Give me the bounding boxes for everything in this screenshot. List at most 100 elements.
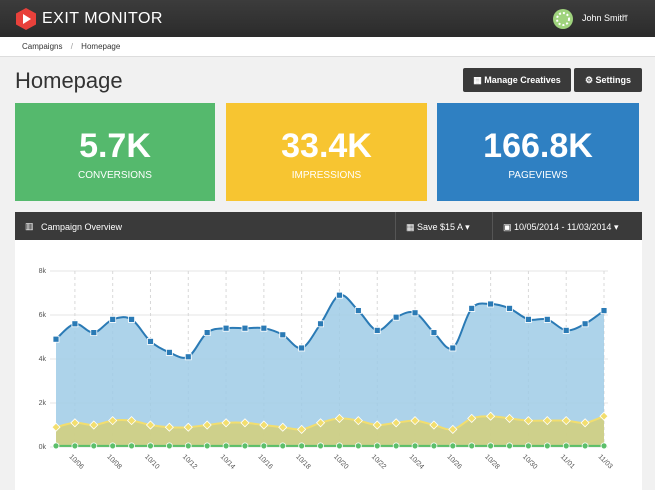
marker [353, 416, 363, 426]
marker [298, 442, 306, 450]
stat-label: PAGEVIEWS [508, 170, 568, 181]
panel-header: ▥ Campaign Overview ▦ Save $15 A ▾ ▣ 10/… [15, 212, 642, 240]
marker [109, 316, 117, 323]
stat-label: CONVERSIONS [78, 170, 152, 181]
marker [411, 309, 419, 317]
stat-value: 5.7K [79, 127, 151, 165]
marker [260, 324, 268, 332]
marker [109, 442, 117, 450]
marker [600, 307, 608, 314]
marker [89, 420, 99, 430]
marker [164, 422, 174, 432]
marker [259, 420, 269, 430]
marker [449, 344, 457, 352]
crumb-link[interactable]: Campaigns [22, 42, 63, 51]
stat-value: 33.4K [281, 127, 372, 165]
marker [147, 442, 154, 450]
marker [486, 411, 496, 421]
marker [543, 316, 551, 323]
marker [317, 442, 324, 450]
marker [562, 442, 570, 450]
marker [410, 416, 420, 426]
settings-button[interactable]: ⚙ Settings [574, 68, 642, 92]
stat-card: 33.4K IMPRESSIONS [226, 103, 427, 201]
marker [71, 320, 79, 328]
marker [525, 442, 532, 450]
marker [52, 335, 60, 343]
marker [448, 424, 458, 434]
marker [599, 411, 609, 421]
marker [165, 349, 173, 356]
marker [336, 291, 343, 299]
marker [51, 422, 61, 432]
user-name[interactable]: John Smith [582, 13, 628, 23]
logo [16, 8, 36, 30]
button-label: Settings [595, 75, 632, 85]
stat-card: 166.8K PAGEVIEWS [437, 103, 639, 201]
manage-button[interactable]: ▦ Manage Creatives [463, 68, 571, 92]
marker [183, 422, 193, 432]
marker [184, 353, 192, 361]
button-label: Manage Creatives [484, 75, 561, 85]
caret: ▾ [624, 12, 629, 21]
date-label: 10/05/2014 - 11/03/2014 [514, 222, 612, 232]
marker [373, 442, 381, 450]
divider [492, 212, 493, 240]
marker [506, 442, 513, 450]
stat-card: 5.7K CONVERSIONS [15, 103, 215, 201]
marker [241, 324, 249, 332]
chart-icon: ▥ [25, 221, 34, 231]
marker [90, 442, 98, 450]
date-range[interactable]: ▣ 10/05/2014 - 11/03/2014 ▾ [503, 222, 619, 232]
marker [165, 442, 173, 450]
stat-value: 166.8K [483, 127, 593, 165]
marker [430, 329, 438, 336]
marker [392, 313, 400, 321]
marker [279, 331, 287, 339]
y-tick-label: 8k [39, 268, 47, 275]
marker [336, 442, 343, 450]
marker [600, 442, 608, 450]
marker [562, 327, 570, 334]
marker [334, 413, 345, 423]
marker [222, 324, 230, 332]
panel-title: Campaign Overview [41, 222, 123, 232]
marker [468, 442, 476, 450]
page-title: Homepage [15, 68, 123, 93]
area-fill [56, 416, 604, 447]
marker [543, 442, 551, 450]
save-menu[interactable]: ▦ Save $15 A ▾ [406, 222, 470, 232]
marker [580, 418, 590, 428]
save-label: Save $15 A [417, 222, 463, 232]
breadcrumb: Campaigns / Homepage [0, 37, 655, 57]
marker [581, 320, 589, 328]
marker [260, 442, 268, 450]
marker [523, 416, 533, 426]
marker [203, 442, 211, 450]
y-tick-label: 4k [39, 356, 47, 363]
marker [581, 442, 589, 450]
marker [202, 420, 212, 430]
marker [429, 420, 439, 430]
marker [128, 442, 135, 450]
marker [279, 442, 287, 450]
marker [391, 418, 401, 428]
marker [52, 442, 60, 450]
marker [278, 422, 288, 432]
marker [354, 442, 362, 450]
marker [317, 320, 324, 328]
marker [542, 416, 552, 426]
marker [127, 416, 137, 426]
marker [71, 442, 79, 450]
marker [354, 307, 362, 314]
marker [145, 420, 156, 430]
marker [411, 442, 419, 450]
separator: / [70, 42, 73, 51]
marker [297, 424, 307, 434]
marker [449, 442, 457, 450]
avatar[interactable] [553, 9, 573, 29]
marker [504, 413, 515, 423]
marker [561, 416, 571, 426]
